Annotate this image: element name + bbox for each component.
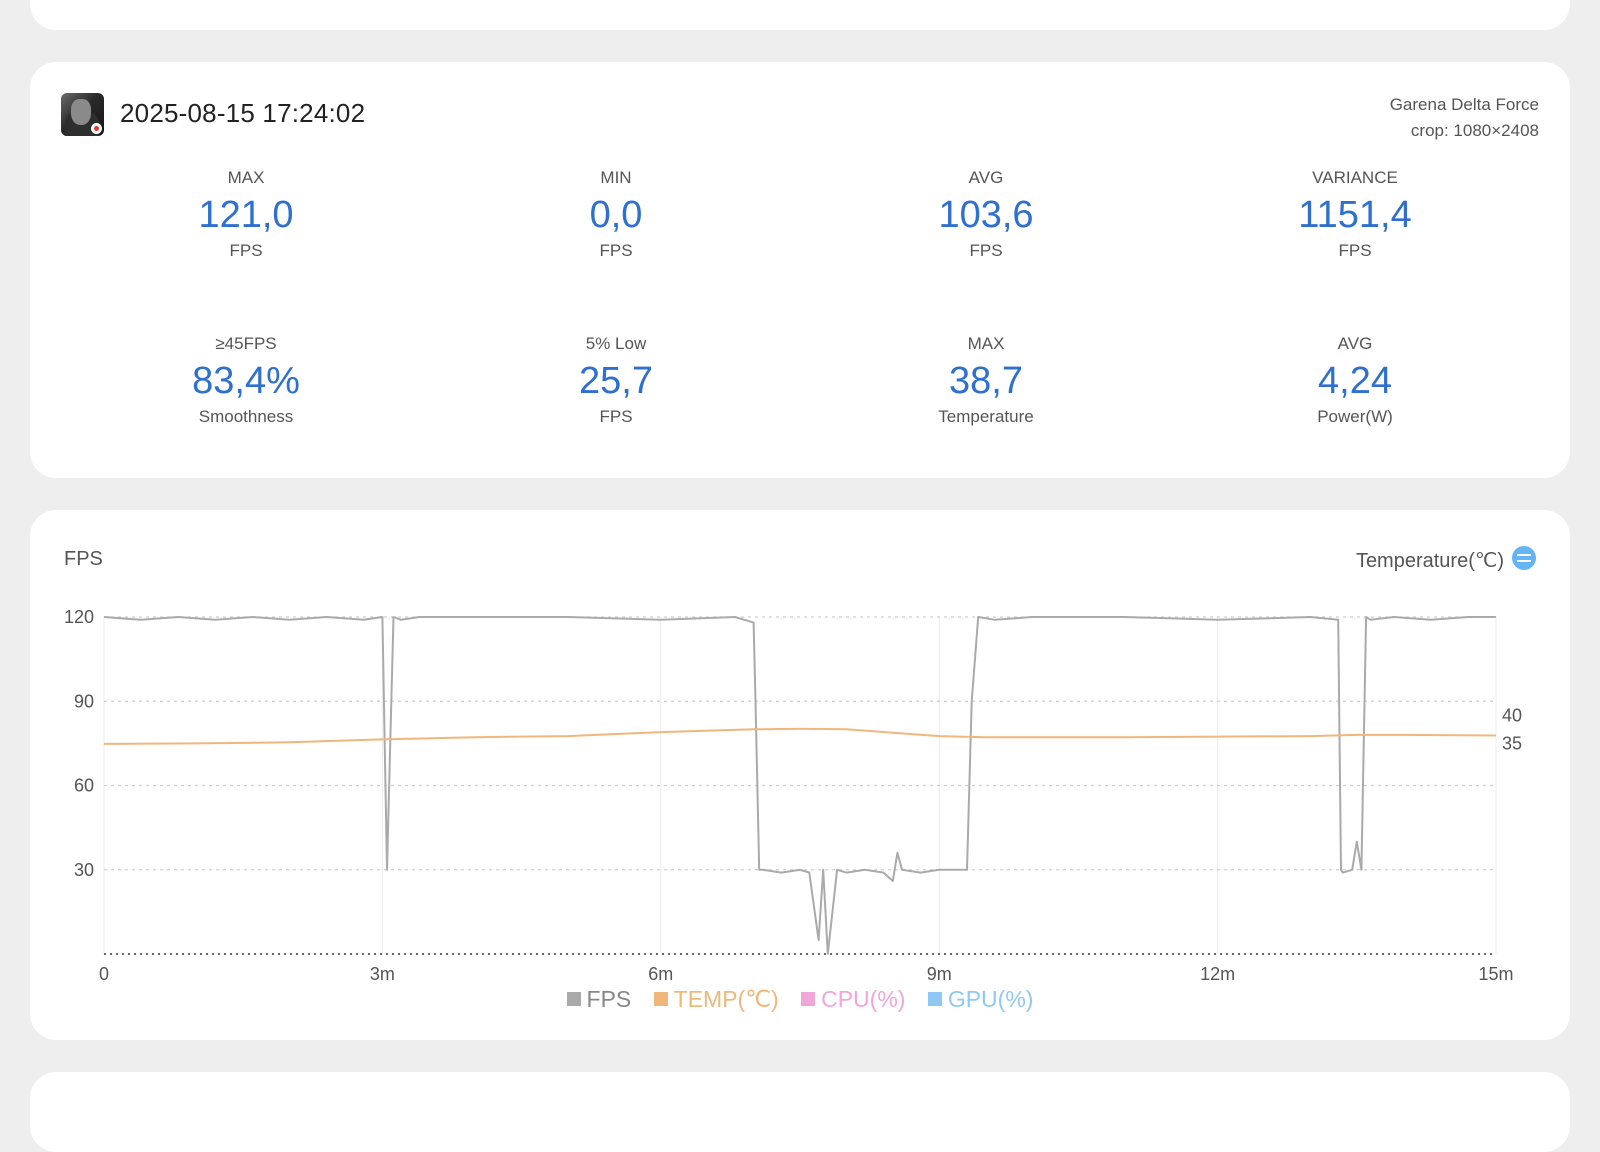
series-line-temp bbox=[103, 727, 1497, 745]
stat-unit: Temperature bbox=[938, 407, 1034, 426]
crop-resolution: crop: 1080×2408 bbox=[1410, 121, 1539, 140]
legend-item-temp[interactable]: TEMP(℃) bbox=[653, 986, 779, 1013]
x-tick-label: 6m bbox=[648, 964, 673, 980]
chart-grid bbox=[103, 616, 1497, 955]
x-tick-label: 0 bbox=[99, 964, 109, 980]
stat-value: 1151,4 bbox=[1298, 194, 1412, 236]
stat-avg-power: AVG 4,24 Power(W) bbox=[1205, 334, 1505, 427]
stat-label: VARIANCE bbox=[1312, 168, 1398, 187]
chart-left-title: FPS bbox=[64, 548, 103, 570]
previous-card bbox=[30, 0, 1570, 30]
chart-ticks: 30 60 90 120 35 40 0 3m 6m 9m 12m 15m bbox=[64, 607, 1522, 980]
chart-legend: FPS TEMP(℃) CPU(%) GPU(%) bbox=[30, 986, 1570, 1013]
fps-chart-card: FPS Temperature(℃) 30 60 90 120 35 40 0 3m 6m 9m 1… bbox=[30, 510, 1570, 1040]
next-card bbox=[30, 1072, 1570, 1152]
y2-tick-label: 40 bbox=[1502, 705, 1522, 725]
chart-series bbox=[103, 616, 1497, 955]
legend-swatch-gpu bbox=[927, 992, 942, 1007]
stat-label: MAX bbox=[967, 334, 1005, 353]
legend-label-fps: FPS bbox=[586, 986, 632, 1012]
legend-swatch-fps bbox=[566, 992, 581, 1007]
stat-label: MAX bbox=[227, 168, 265, 187]
stat-value: 25,7 bbox=[579, 360, 653, 402]
legend-swatch-temp bbox=[653, 992, 668, 1007]
game-avatar-icon bbox=[61, 93, 104, 136]
stat-value: 0,0 bbox=[589, 194, 643, 236]
stat-value: 121,0 bbox=[198, 194, 294, 236]
legend-item-gpu[interactable]: GPU(%) bbox=[927, 986, 1034, 1013]
fps-chart: 30 60 90 120 35 40 0 3m 6m 9m 12m 15m bbox=[64, 607, 1522, 980]
stat-min-fps: MIN 0,0 FPS bbox=[466, 168, 766, 261]
y-tick-label: 90 bbox=[74, 691, 94, 711]
y-tick-label: 120 bbox=[64, 607, 94, 627]
stat-value: 83,4% bbox=[192, 360, 300, 402]
session-summary-card[interactable]: 2025-08-15 17:24:02 Garena Delta Force c… bbox=[30, 62, 1570, 478]
stat-max-fps: MAX 121,0 FPS bbox=[96, 168, 396, 261]
x-tick-label: 9m bbox=[927, 964, 952, 980]
y-tick-label: 60 bbox=[74, 776, 94, 796]
stat-variance: VARIANCE 1151,4 FPS bbox=[1205, 168, 1505, 261]
legend-swatch-cpu bbox=[801, 992, 816, 1007]
stat-label: AVG bbox=[968, 168, 1004, 187]
stat-5pct-low: 5% Low 25,7 FPS bbox=[466, 334, 766, 427]
stat-unit: Smoothness bbox=[198, 407, 294, 426]
game-name: Garena Delta Force bbox=[1389, 95, 1539, 114]
chart-right-title: Temperature(℃) bbox=[1355, 550, 1504, 572]
legend-label-gpu: GPU(%) bbox=[947, 986, 1034, 1012]
swap-icon[interactable] bbox=[1512, 546, 1536, 570]
y2-tick-label: 35 bbox=[1502, 733, 1522, 753]
stat-avg-fps: AVG 103,6 FPS bbox=[836, 168, 1136, 261]
stat-label: ≥45FPS bbox=[215, 334, 277, 353]
legend-item-fps[interactable]: FPS bbox=[566, 986, 632, 1013]
stat-value: 103,6 bbox=[938, 194, 1034, 236]
stat-unit: FPS bbox=[1338, 241, 1372, 260]
session-datetime: 2025-08-15 17:24:02 bbox=[120, 98, 366, 128]
stat-unit: FPS bbox=[229, 241, 263, 260]
x-tick-label: 15m bbox=[1478, 964, 1513, 980]
x-tick-label: 3m bbox=[370, 964, 395, 980]
stat-label: 5% Low bbox=[585, 334, 647, 353]
stat-value: 38,7 bbox=[949, 360, 1023, 402]
legend-label-temp: TEMP(℃) bbox=[673, 986, 779, 1012]
stat-value: 4,24 bbox=[1318, 360, 1392, 402]
stat-unit: Power(W) bbox=[1317, 407, 1393, 426]
x-tick-label: 12m bbox=[1200, 964, 1235, 980]
stat-label: AVG bbox=[1337, 334, 1373, 353]
y-tick-label: 30 bbox=[74, 860, 94, 880]
stat-label: MIN bbox=[600, 168, 632, 187]
stat-smoothness: ≥45FPS 83,4% Smoothness bbox=[96, 334, 396, 427]
stat-unit: FPS bbox=[599, 241, 633, 260]
stat-max-temperature: MAX 38,7 Temperature bbox=[836, 334, 1136, 427]
series-line-fps bbox=[103, 616, 1496, 955]
stat-unit: FPS bbox=[969, 241, 1003, 260]
legend-item-cpu[interactable]: CPU(%) bbox=[801, 986, 905, 1013]
legend-label-cpu: CPU(%) bbox=[821, 986, 906, 1012]
stat-unit: FPS bbox=[599, 407, 633, 426]
